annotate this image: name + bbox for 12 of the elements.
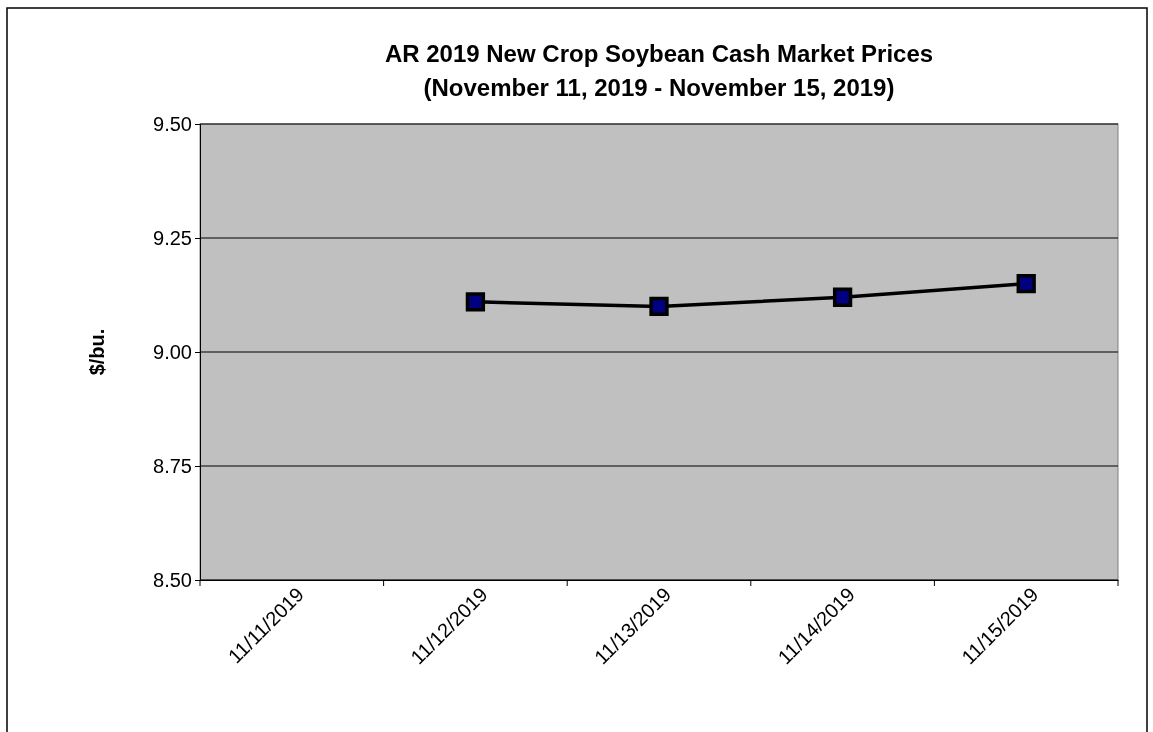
y-axis-title: $/bu. (86, 328, 108, 376)
chart-subtitle: (November 11, 2019 - November 15, 2019) (423, 74, 895, 101)
point (649, 296, 669, 317)
y-tick-label: 8.75 (153, 454, 192, 477)
point (1016, 273, 1036, 294)
y-tick-label: 9.25 (153, 226, 192, 249)
y-tick-label: 9.00 (153, 340, 192, 363)
chart-title: AR 2019 New Crop Soybean Cash Market Prices (384, 40, 934, 67)
point (832, 287, 853, 307)
point (465, 292, 486, 312)
y-tick-label: 8.50 (153, 568, 192, 591)
y-tick-label: 9.50 (153, 112, 192, 135)
